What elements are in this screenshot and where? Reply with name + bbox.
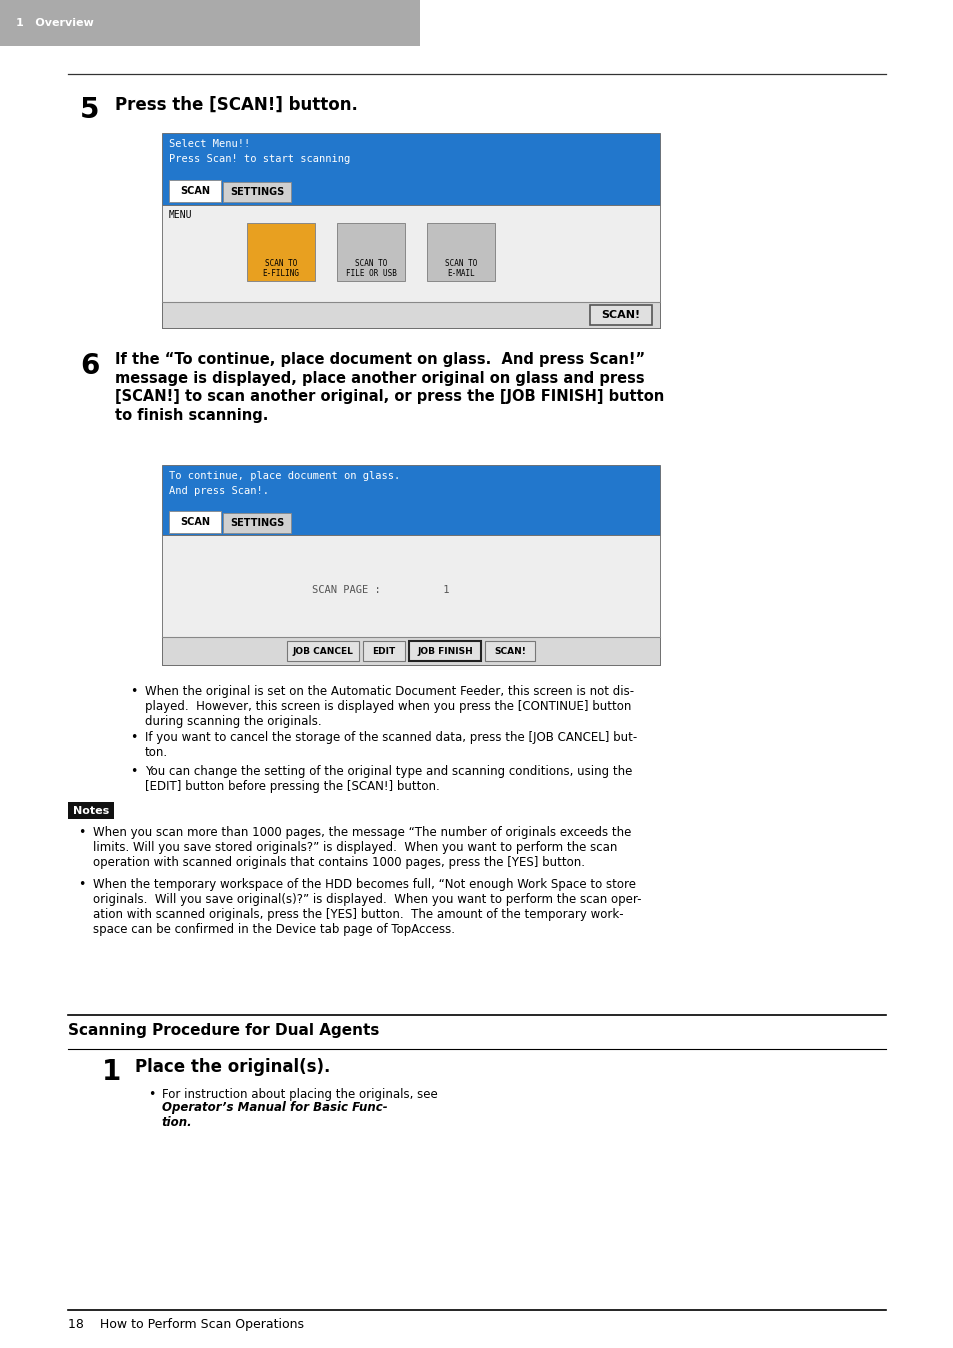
Text: And press Scan!.: And press Scan!. xyxy=(169,487,269,496)
Bar xyxy=(589,305,651,325)
Text: SETTINGS: SETTINGS xyxy=(230,187,284,197)
Bar xyxy=(162,205,659,328)
Text: Operator’s Manual for Basic Func-
tion.: Operator’s Manual for Basic Func- tion. xyxy=(162,1101,387,1130)
Bar xyxy=(162,302,659,328)
Bar xyxy=(223,182,291,202)
Text: SCAN: SCAN xyxy=(180,186,210,195)
Text: •: • xyxy=(78,878,85,891)
Bar xyxy=(247,222,314,280)
Bar xyxy=(484,642,535,661)
Bar xyxy=(427,222,495,280)
Bar xyxy=(169,511,221,532)
Text: 6: 6 xyxy=(80,352,99,380)
Text: SCAN!: SCAN! xyxy=(494,647,525,655)
Text: JOB FINISH: JOB FINISH xyxy=(416,647,473,655)
Bar xyxy=(223,514,291,532)
Bar xyxy=(336,222,405,280)
Text: When the temporary workspace of the HDD becomes full, “Not enough Work Space to : When the temporary workspace of the HDD … xyxy=(92,878,640,936)
Bar xyxy=(169,181,221,202)
Text: 5: 5 xyxy=(80,96,100,124)
Bar xyxy=(162,638,659,665)
Text: SCAN!: SCAN! xyxy=(600,310,639,319)
Bar xyxy=(287,642,358,661)
Text: •: • xyxy=(130,731,137,744)
Text: Notes: Notes xyxy=(72,806,109,816)
Text: •: • xyxy=(78,826,85,838)
Bar xyxy=(162,133,659,205)
Text: SCAN TO
E-MAIL: SCAN TO E-MAIL xyxy=(444,259,476,278)
Text: When the original is set on the Automatic Document Feeder, this screen is not di: When the original is set on the Automati… xyxy=(145,685,634,728)
Text: Press Scan! to start scanning: Press Scan! to start scanning xyxy=(169,154,350,164)
Text: MENU: MENU xyxy=(169,210,193,220)
Text: If the “To continue, place document on glass.  And press Scan!”
message is displ: If the “To continue, place document on g… xyxy=(115,352,663,423)
Text: SCAN TO
FILE OR USB: SCAN TO FILE OR USB xyxy=(345,259,396,278)
Text: SETTINGS: SETTINGS xyxy=(230,518,284,528)
Text: •: • xyxy=(130,685,137,698)
Text: Press the [SCAN!] button.: Press the [SCAN!] button. xyxy=(115,96,357,115)
Bar xyxy=(409,642,480,661)
Text: 1: 1 xyxy=(102,1058,121,1086)
Bar xyxy=(162,535,659,665)
Text: 1   Overview: 1 Overview xyxy=(16,18,93,28)
Text: JOB CANCEL: JOB CANCEL xyxy=(293,647,353,655)
Bar xyxy=(68,802,113,820)
Text: Place the original(s).: Place the original(s). xyxy=(135,1058,330,1076)
Text: When you scan more than 1000 pages, the message “The number of originals exceeds: When you scan more than 1000 pages, the … xyxy=(92,826,631,869)
Text: If you want to cancel the storage of the scanned data, press the [JOB CANCEL] bu: If you want to cancel the storage of the… xyxy=(145,731,637,759)
Text: SCAN: SCAN xyxy=(180,518,210,527)
Text: Select Menu!!: Select Menu!! xyxy=(169,139,250,150)
Text: •: • xyxy=(130,766,137,778)
Text: SCAN TO
E-FILING: SCAN TO E-FILING xyxy=(262,259,299,278)
Text: Scanning Procedure for Dual Agents: Scanning Procedure for Dual Agents xyxy=(68,1023,379,1038)
Bar xyxy=(0,0,419,46)
Text: •: • xyxy=(148,1088,155,1101)
Bar xyxy=(162,465,659,535)
Text: To continue, place document on glass.: To continue, place document on glass. xyxy=(169,470,400,481)
Text: EDIT: EDIT xyxy=(372,647,395,655)
Text: You can change the setting of the original type and scanning conditions, using t: You can change the setting of the origin… xyxy=(145,766,632,793)
Text: For instruction about placing the originals, see: For instruction about placing the origin… xyxy=(162,1088,441,1101)
Text: 18    How to Perform Scan Operations: 18 How to Perform Scan Operations xyxy=(68,1318,304,1330)
Text: SCAN PAGE :          1: SCAN PAGE : 1 xyxy=(312,585,449,594)
Bar xyxy=(363,642,405,661)
